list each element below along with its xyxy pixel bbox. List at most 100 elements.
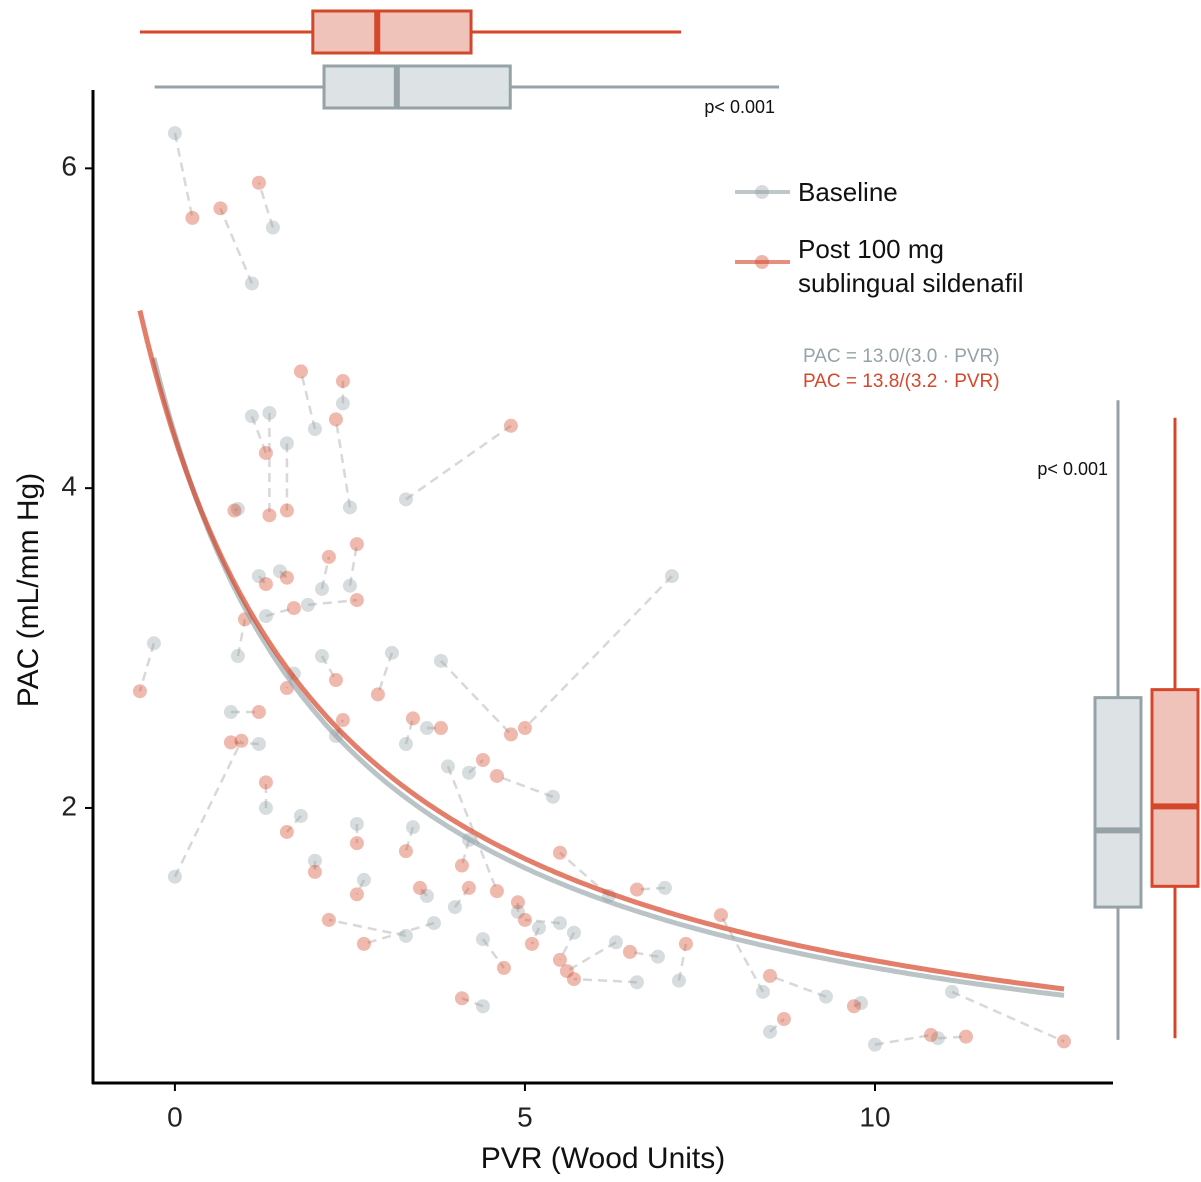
point — [475, 932, 490, 947]
pair-line — [558, 932, 576, 961]
pair-line — [573, 977, 638, 984]
point — [307, 864, 322, 879]
pair-line — [530, 927, 541, 945]
point — [146, 636, 161, 651]
pair-line — [636, 886, 666, 891]
legend-key — [755, 185, 769, 199]
pair-line — [496, 774, 554, 798]
point — [496, 960, 511, 975]
point — [398, 844, 413, 859]
x-axis-title: PVR (Wood Units) — [481, 1142, 726, 1175]
pair-line — [173, 132, 194, 219]
point — [419, 888, 434, 903]
pair-line — [460, 839, 471, 866]
pair-line — [257, 182, 275, 228]
point — [713, 908, 728, 923]
point — [398, 492, 413, 507]
fit-label: PAC = 13.8/(3.2 · PVR) — [803, 371, 1000, 392]
pair-lines — [138, 132, 1065, 1046]
point — [552, 952, 567, 967]
point — [167, 869, 182, 884]
point — [489, 884, 504, 899]
p-value: p< 0.001 — [704, 97, 775, 117]
point — [132, 684, 147, 699]
point — [930, 1031, 945, 1046]
point — [510, 904, 525, 919]
point — [657, 880, 672, 895]
pair-line — [629, 950, 659, 958]
point — [622, 944, 637, 959]
point — [307, 421, 322, 436]
pair-line — [320, 655, 338, 681]
point — [384, 645, 399, 660]
pair-line — [874, 1033, 932, 1046]
pair-line — [236, 619, 247, 657]
pair-line — [559, 851, 610, 897]
point — [244, 409, 259, 424]
pair-line — [418, 887, 428, 897]
box — [1150, 688, 1200, 888]
point — [398, 737, 413, 752]
pair-line — [219, 207, 254, 284]
point — [349, 593, 364, 608]
pair-line — [524, 575, 673, 729]
point — [342, 500, 357, 515]
pair-line — [468, 759, 484, 774]
point — [223, 705, 238, 720]
point — [447, 900, 462, 915]
pair-line — [138, 642, 156, 692]
point — [405, 820, 420, 835]
pair-line — [404, 826, 415, 852]
point — [335, 396, 350, 411]
pair-line — [853, 1001, 862, 1008]
point — [272, 564, 287, 579]
point — [671, 973, 686, 988]
point — [251, 705, 266, 720]
point — [678, 936, 693, 951]
pair-line — [233, 507, 239, 512]
point — [853, 996, 868, 1011]
y-tick-label: 4 — [61, 471, 77, 502]
point — [503, 727, 518, 742]
pair-line — [299, 371, 317, 430]
pair-line — [481, 938, 505, 969]
point — [475, 999, 490, 1014]
fit-label: PAC = 13.0/(3.0 · PVR) — [803, 346, 1000, 367]
pair-line — [404, 718, 415, 745]
fits — [137, 309, 1065, 998]
point — [251, 569, 266, 584]
pair-line — [566, 941, 617, 973]
pair-line — [677, 943, 688, 981]
point — [300, 597, 315, 612]
y-axis-title: PAC (mL/mm Hg) — [12, 473, 45, 707]
point — [846, 999, 861, 1014]
point — [524, 936, 539, 951]
pair-line — [307, 598, 358, 607]
pair-line — [363, 921, 435, 946]
box — [1093, 696, 1143, 909]
pair-line — [453, 887, 470, 908]
point — [262, 508, 277, 523]
pair-line — [328, 918, 407, 938]
point — [776, 1012, 791, 1027]
point — [475, 752, 490, 767]
point — [234, 733, 249, 748]
point — [307, 853, 322, 868]
fit-curve — [137, 309, 1065, 992]
pair-line — [265, 606, 295, 618]
point — [258, 800, 273, 815]
point — [370, 687, 385, 702]
point — [265, 220, 280, 235]
point — [167, 126, 182, 141]
point — [552, 916, 567, 931]
point — [286, 601, 301, 616]
point — [356, 936, 371, 951]
pair-line — [405, 424, 512, 501]
point — [461, 880, 476, 895]
point — [412, 880, 427, 895]
point — [461, 765, 476, 780]
pair-line — [250, 415, 268, 454]
point — [321, 912, 336, 927]
pair-line — [951, 990, 1065, 1043]
